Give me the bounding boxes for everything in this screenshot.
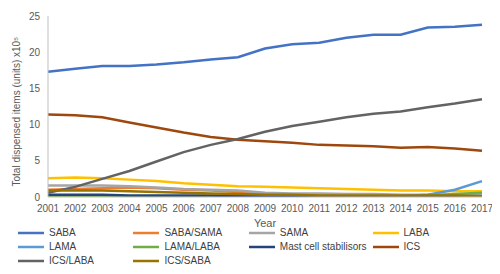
svg-text:2011: 2011 <box>308 203 330 214</box>
svg-text:25: 25 <box>29 11 41 22</box>
html-text:ICS/SABA: ICS/SABA <box>164 255 211 266</box>
svg-text:Total dispensed items (units): Total dispensed items (units) x10⁵ <box>11 37 22 187</box>
html-text:SABA/SAMA: SABA/SAMA <box>164 227 223 238</box>
svg-text:15: 15 <box>29 83 41 94</box>
svg-text:5: 5 <box>34 155 40 166</box>
svg-text:2002: 2002 <box>64 203 87 214</box>
svg-text:2003: 2003 <box>91 203 114 214</box>
html-text:LABA: LABA <box>403 227 430 238</box>
svg-text:2015: 2015 <box>417 203 440 214</box>
svg-text:2017: 2017 <box>471 203 492 214</box>
svg-text:2010: 2010 <box>281 203 304 214</box>
svg-text:10: 10 <box>29 119 41 130</box>
svg-text:20: 20 <box>29 47 41 58</box>
html-text:SAMA: SAMA <box>279 227 309 238</box>
svg-text:2008: 2008 <box>227 203 250 214</box>
svg-text:2014: 2014 <box>390 203 413 214</box>
svg-text:2007: 2007 <box>200 203 223 214</box>
html-text:ICS: ICS <box>403 241 421 252</box>
svg-text:2004: 2004 <box>118 203 141 214</box>
svg-text:Year: Year <box>254 217 277 229</box>
html-text:LAMA/LABA: LAMA/LABA <box>164 241 220 252</box>
svg-text:2001: 2001 <box>37 203 60 214</box>
svg-text:2012: 2012 <box>335 203 358 214</box>
svg-text:0: 0 <box>34 192 40 203</box>
svg-text:2016: 2016 <box>444 203 467 214</box>
html-text:Mast cell stabilisors: Mast cell stabilisors <box>279 241 367 252</box>
html-text:ICS/LABA: ICS/LABA <box>49 255 94 266</box>
html-text:SABA: SABA <box>49 227 76 238</box>
svg-text:2005: 2005 <box>145 203 168 214</box>
svg-text:2013: 2013 <box>362 203 385 214</box>
svg-text:2006: 2006 <box>173 203 196 214</box>
html-text:LAMA: LAMA <box>49 241 77 252</box>
svg-text:2009: 2009 <box>254 203 277 214</box>
